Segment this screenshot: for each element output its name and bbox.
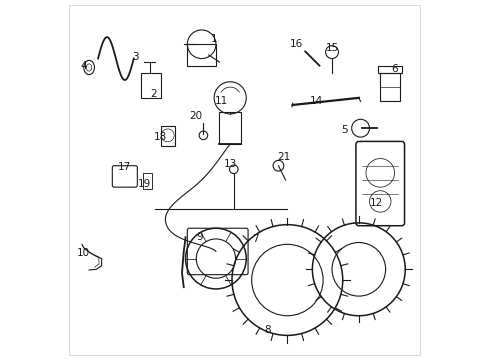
Text: 13: 13 (223, 159, 236, 169)
Text: 6: 6 (390, 64, 397, 74)
Bar (141, 73, 160, 98)
Text: 11: 11 (214, 96, 227, 107)
Bar (378, 66, 401, 73)
Text: 3: 3 (132, 52, 139, 62)
Text: 21: 21 (277, 152, 290, 162)
Text: 5: 5 (341, 125, 347, 135)
Text: 17: 17 (118, 162, 131, 172)
Text: 19: 19 (138, 179, 151, 189)
Text: 15: 15 (325, 43, 338, 53)
Bar (380, 73, 399, 102)
Bar (219, 112, 241, 144)
Text: 2: 2 (150, 89, 156, 99)
Text: 18: 18 (154, 132, 167, 142)
Text: 7: 7 (251, 234, 258, 244)
Text: 16: 16 (289, 39, 302, 49)
Text: 1: 1 (210, 34, 217, 44)
Text: 4: 4 (80, 61, 87, 71)
Bar (142, 173, 151, 189)
Text: 10: 10 (76, 248, 89, 258)
Bar (160, 126, 175, 146)
Text: 14: 14 (309, 96, 322, 107)
Text: 12: 12 (369, 198, 383, 208)
Text: 9: 9 (196, 232, 203, 242)
Bar (187, 44, 216, 66)
Text: 20: 20 (189, 111, 203, 121)
Text: 8: 8 (264, 325, 270, 335)
